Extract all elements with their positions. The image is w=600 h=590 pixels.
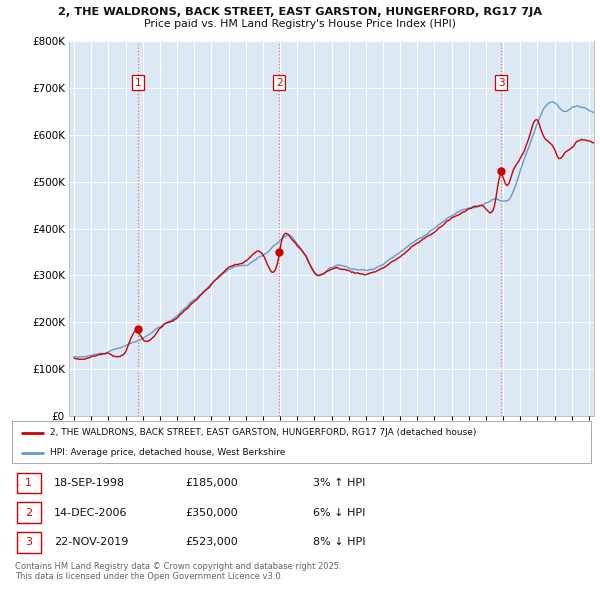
Text: 2: 2 <box>276 77 283 87</box>
FancyBboxPatch shape <box>17 532 41 553</box>
Text: Price paid vs. HM Land Registry's House Price Index (HPI): Price paid vs. HM Land Registry's House … <box>144 19 456 30</box>
Text: HPI: Average price, detached house, West Berkshire: HPI: Average price, detached house, West… <box>50 448 285 457</box>
Text: 22-NOV-2019: 22-NOV-2019 <box>53 537 128 548</box>
Text: Contains HM Land Registry data © Crown copyright and database right 2025.
This d: Contains HM Land Registry data © Crown c… <box>15 562 341 581</box>
Text: 2, THE WALDRONS, BACK STREET, EAST GARSTON, HUNGERFORD, RG17 7JA: 2, THE WALDRONS, BACK STREET, EAST GARST… <box>58 7 542 17</box>
Text: 3: 3 <box>25 537 32 548</box>
Text: 3% ↑ HPI: 3% ↑ HPI <box>313 478 365 488</box>
Text: 1: 1 <box>134 77 141 87</box>
Text: 18-SEP-1998: 18-SEP-1998 <box>53 478 125 488</box>
Text: 3: 3 <box>498 77 505 87</box>
Text: £350,000: £350,000 <box>186 508 238 517</box>
Text: 14-DEC-2006: 14-DEC-2006 <box>53 508 127 517</box>
Text: 1: 1 <box>25 478 32 488</box>
Text: 8% ↓ HPI: 8% ↓ HPI <box>313 537 365 548</box>
FancyBboxPatch shape <box>17 473 41 493</box>
Text: 6% ↓ HPI: 6% ↓ HPI <box>313 508 365 517</box>
Text: 2: 2 <box>25 508 32 517</box>
FancyBboxPatch shape <box>17 503 41 523</box>
Text: £185,000: £185,000 <box>186 478 238 488</box>
Text: 2, THE WALDRONS, BACK STREET, EAST GARSTON, HUNGERFORD, RG17 7JA (detached house: 2, THE WALDRONS, BACK STREET, EAST GARST… <box>50 428 476 437</box>
Text: £523,000: £523,000 <box>186 537 238 548</box>
